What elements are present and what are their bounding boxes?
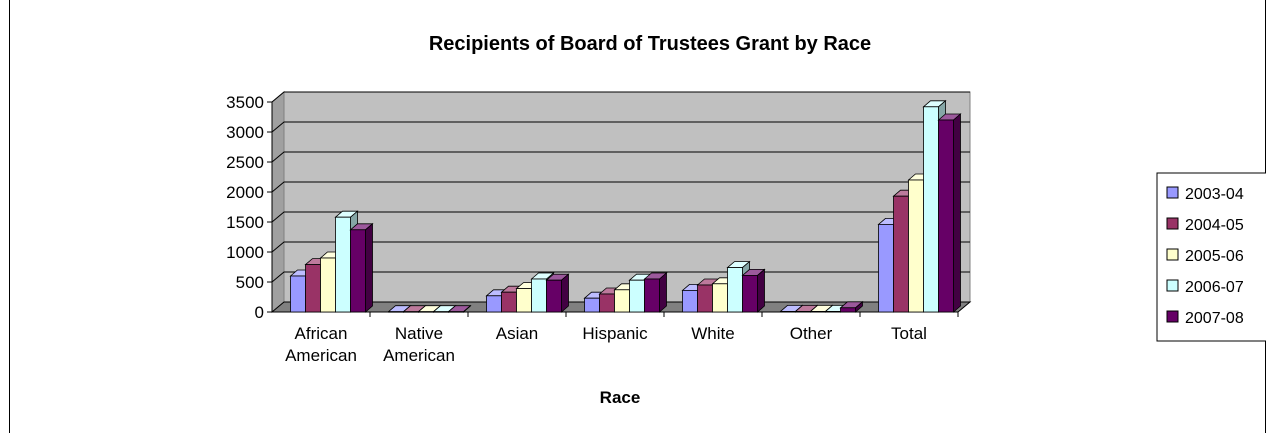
bar-front: [780, 310, 796, 313]
bar-front: [403, 311, 419, 313]
bar-front: [908, 179, 924, 313]
bar-front: [388, 311, 404, 313]
bar-2007-08-native-american: [447, 304, 472, 313]
bar-front: [501, 291, 517, 313]
bar-front: [840, 307, 856, 313]
y-tick-label: 2000: [226, 183, 264, 202]
bar-front: [546, 279, 562, 313]
gridline: [271, 121, 970, 133]
bar-side: [953, 113, 961, 313]
legend-swatch: [1166, 186, 1179, 199]
y-tick-label: 3500: [226, 93, 264, 112]
y-tick-label: 3000: [226, 123, 264, 142]
legend-swatch: [1166, 310, 1179, 323]
bar-front: [599, 293, 615, 313]
x-tick-label-line: Total: [891, 324, 927, 343]
x-tick-label: Total: [891, 324, 927, 343]
bar-side: [659, 272, 667, 313]
legend-label: 2006-07: [1185, 279, 1244, 296]
bar-2007-08-hispanic: [643, 272, 668, 313]
bar-front: [825, 310, 841, 313]
bar-front: [697, 284, 713, 313]
x-tick-label-line: Native: [395, 324, 443, 343]
bar-front: [893, 195, 909, 313]
bar-2007-08-african-american: [349, 222, 374, 313]
bar-front: [878, 223, 894, 313]
chart-title: Recipients of Board of Trustees Grant by…: [429, 33, 871, 55]
x-tick-label: African American: [285, 324, 357, 365]
bar-front: [350, 229, 366, 313]
gridline: [271, 211, 970, 223]
bar-side: [561, 273, 569, 313]
x-tick-label-line: American: [383, 346, 455, 365]
bar-front: [923, 106, 939, 313]
x-tick-label-line: African: [295, 324, 348, 343]
x-tick-label-line: Hispanic: [582, 324, 648, 343]
gridline: [271, 181, 970, 193]
bar-front: [584, 297, 600, 313]
plot-area: 0 500 1000 1500 2000 2500 3000 3500 African Ameri…: [226, 90, 972, 365]
bar-front: [727, 267, 743, 313]
chart-svg: Recipients of Board of Trustees Grant by…: [226, 33, 1266, 407]
bar-front: [644, 278, 660, 313]
plot-back-wall: [283, 91, 971, 303]
x-tick-label-line: Other: [790, 324, 833, 343]
bar-front: [433, 311, 449, 313]
legend-label: 2007-08: [1185, 310, 1244, 327]
gridline: [271, 151, 970, 163]
x-tick-label-line: White: [691, 324, 734, 343]
gridline: [271, 241, 970, 253]
y-tick-label: 500: [236, 273, 264, 292]
bar-front: [531, 278, 547, 313]
bar-front: [335, 216, 351, 313]
x-tick-label: Other: [790, 324, 833, 343]
bar-front: [682, 289, 698, 313]
legend-swatch: [1166, 279, 1179, 292]
gridline: [271, 91, 970, 103]
x-tick-label: Asian: [496, 324, 539, 343]
bar-front: [629, 279, 645, 313]
bar-front: [486, 295, 502, 313]
legend-swatch: [1166, 248, 1179, 261]
bar-front: [938, 119, 954, 313]
bar-front: [810, 310, 826, 313]
bar-front: [418, 311, 434, 313]
bar-front: [516, 288, 532, 313]
legend-swatch: [1166, 217, 1179, 230]
legend-label: 2004-05: [1185, 217, 1244, 234]
y-tick-label: 2500: [226, 153, 264, 172]
chart-area: Recipients of Board of Trustees Grant by…: [9, 0, 1266, 433]
x-tick-label: White: [691, 324, 734, 343]
x-tick-label-line: Asian: [496, 324, 539, 343]
x-tick-label: Hispanic: [582, 324, 648, 343]
bar-front: [795, 310, 811, 313]
bar-2007-08-asian: [545, 273, 570, 313]
bar-front: [290, 275, 306, 313]
bar-front: [320, 257, 336, 313]
x-axis-title: Race: [600, 388, 641, 407]
plot-side-wall: [271, 90, 285, 314]
x-tick-label-line: American: [285, 346, 357, 365]
y-tick-label: 0: [255, 303, 264, 322]
bar-2007-08-white: [741, 268, 766, 313]
y-tick-label: 1500: [226, 213, 264, 232]
bar-front: [448, 311, 464, 313]
bar-front: [742, 274, 758, 313]
bar-front: [614, 289, 630, 313]
bar-front: [712, 283, 728, 313]
legend-label: 2005-06: [1185, 248, 1244, 265]
legend: 2003-04 2004-05 2005-06 2006-07 2007-08: [1156, 172, 1266, 342]
y-tick-label: 1000: [226, 243, 264, 262]
bar-side: [365, 222, 373, 313]
x-tick-label: Native American: [383, 324, 455, 365]
bar-2007-08-other: [839, 300, 864, 313]
bar-2007-08-total: [937, 113, 962, 313]
bar-side: [757, 268, 765, 313]
legend-label: 2003-04: [1185, 186, 1244, 203]
bar-front: [305, 264, 321, 313]
